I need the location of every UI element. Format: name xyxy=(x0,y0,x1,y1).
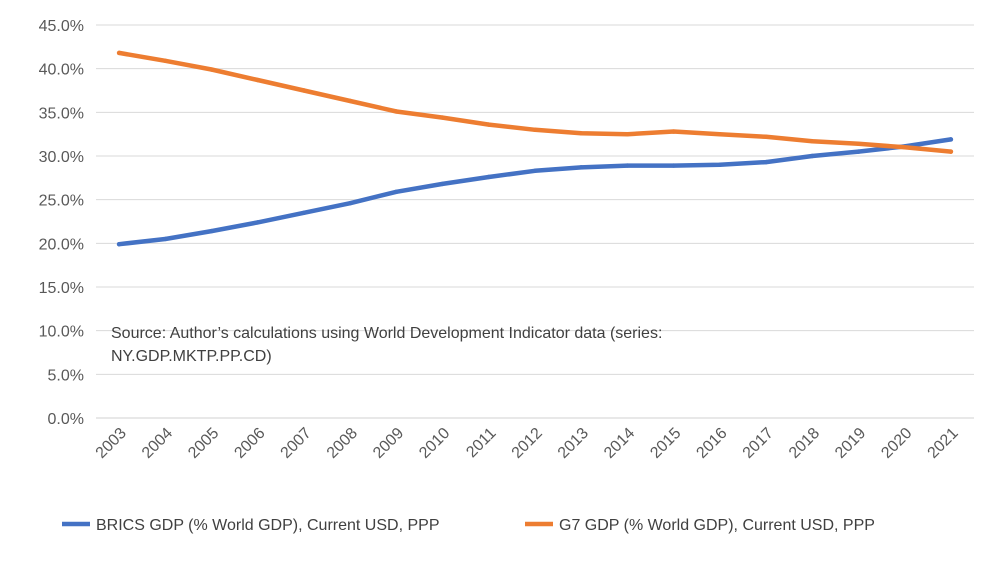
y-tick-label: 20.0% xyxy=(39,236,84,253)
data-point xyxy=(209,228,214,234)
data-point xyxy=(810,138,815,144)
x-tick-label: 2005 xyxy=(185,425,222,462)
y-tick-label: 35.0% xyxy=(39,105,84,122)
x-tick-label: 2017 xyxy=(740,425,777,462)
data-point xyxy=(255,220,260,225)
x-tick-label: 2004 xyxy=(139,425,176,462)
x-tick-label: 2015 xyxy=(647,425,684,462)
x-tick-label: 2011 xyxy=(463,425,499,461)
data-point xyxy=(394,109,399,114)
x-tick-label: 2018 xyxy=(786,425,823,462)
y-tick-label: 30.0% xyxy=(39,149,84,166)
data-point xyxy=(116,50,122,56)
data-point xyxy=(301,210,307,215)
x-tick-label: 2014 xyxy=(601,425,638,462)
data-point xyxy=(948,149,954,154)
source-annotation: Source: Author’s calculations using Worl… xyxy=(111,325,662,365)
y-tick-label: 15.0% xyxy=(39,280,84,297)
data-point xyxy=(163,58,168,64)
x-axis-ticks: 2003 2004 2005 2006 2007 2008 2009 2010 2011 2012… xyxy=(93,425,962,462)
x-tick-label: 2003 xyxy=(93,425,130,462)
x-tick-label: 2010 xyxy=(416,425,453,462)
data-point xyxy=(255,77,260,83)
y-tick-label: 40.0% xyxy=(39,62,84,79)
data-point xyxy=(486,122,491,127)
data-point xyxy=(579,131,584,136)
data-point xyxy=(902,145,907,150)
x-tick-label: 2013 xyxy=(555,425,592,462)
x-tick-label: 2012 xyxy=(509,425,546,462)
data-point xyxy=(671,129,676,134)
data-point xyxy=(163,236,168,242)
x-tick-label: 2006 xyxy=(231,425,268,462)
legend-label-1: BRICS GDP (% World GDP), Current USD, PP… xyxy=(96,517,439,534)
gridlines xyxy=(96,24,974,375)
y-tick-label: 0.0% xyxy=(48,411,84,428)
data-point xyxy=(717,162,723,167)
x-tick-label: 2009 xyxy=(370,425,407,462)
data-point xyxy=(948,137,954,142)
data-point xyxy=(347,200,353,206)
data-point xyxy=(856,141,861,146)
data-point xyxy=(532,127,538,132)
data-point xyxy=(763,159,769,165)
source-annotation-line-2: NY.GDP.MKTP.PP.CD) xyxy=(111,348,272,365)
data-point xyxy=(347,98,353,104)
x-tick-label: 2008 xyxy=(324,425,361,462)
data-point xyxy=(116,242,122,247)
data-point xyxy=(625,131,630,137)
data-point xyxy=(301,88,307,93)
series-line-1 xyxy=(116,137,954,247)
data-point xyxy=(763,134,769,139)
data-point xyxy=(810,153,815,159)
y-tick-label: 45.0% xyxy=(39,18,84,35)
data-point xyxy=(440,181,445,187)
data-point xyxy=(532,168,538,174)
data-point xyxy=(440,115,445,120)
data-point xyxy=(209,67,214,72)
data-point xyxy=(486,174,491,180)
series-lines xyxy=(116,50,954,247)
y-tick-label: 5.0% xyxy=(48,367,84,384)
series-line-2 xyxy=(116,50,954,154)
data-point xyxy=(579,165,584,170)
y-tick-label: 25.0% xyxy=(39,193,84,210)
x-tick-label: 2021 xyxy=(925,425,962,462)
x-tick-label: 2019 xyxy=(832,425,869,462)
x-tick-label: 2007 xyxy=(278,425,315,462)
data-point xyxy=(625,163,630,168)
source-annotation-line-1: Source: Author’s calculations using Worl… xyxy=(111,325,662,342)
data-point xyxy=(856,149,861,154)
data-point xyxy=(717,131,723,137)
y-axis-ticks: 0.0% 5.0% 10.0% 15.0% 20.0% 25.0% 30.0% 35.0% 40… xyxy=(39,18,84,428)
legend-label-2: G7 GDP (% World GDP), Current USD, PPP xyxy=(559,517,875,534)
x-tick-label: 2016 xyxy=(693,425,730,462)
data-point xyxy=(671,163,676,168)
y-tick-label: 10.0% xyxy=(39,324,84,341)
data-point xyxy=(394,189,399,195)
x-tick-label: 2020 xyxy=(878,425,915,462)
legend: BRICS GDP (% World GDP), Current USD, PP… xyxy=(62,517,875,534)
